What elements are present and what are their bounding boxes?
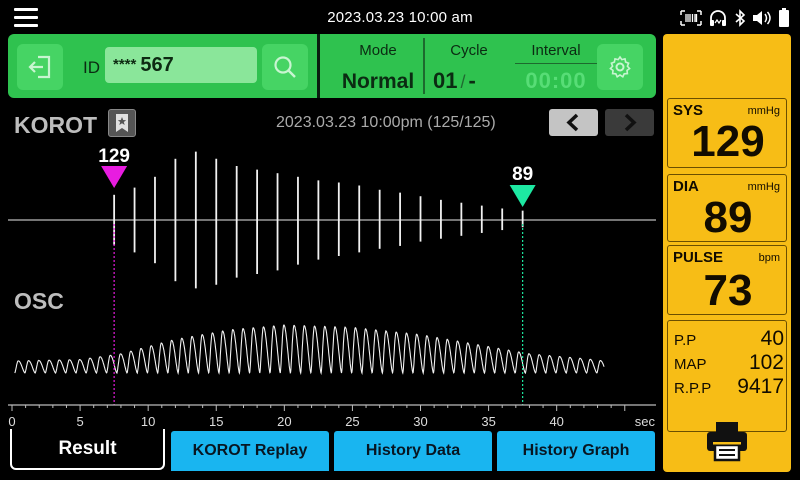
volume-icon: [753, 11, 771, 25]
toolbar: ID **** 567 Mode Normal Cycle 01/- Inter…: [8, 34, 656, 98]
osc-waveform: [14, 324, 605, 376]
id-value: 567: [140, 53, 174, 76]
datetime: 2023.03.23 10:00 am: [327, 9, 473, 26]
bluetooth-icon: [735, 9, 746, 27]
pulse-label: PULSE: [673, 249, 724, 266]
printer-icon: [707, 422, 747, 462]
status-bar: 2023.03.23 10:00 am: [0, 0, 800, 34]
rpp-value: 9417: [737, 375, 784, 398]
map-value: 102: [748, 351, 784, 374]
pp-value: 40: [760, 327, 784, 350]
id-field[interactable]: **** 567: [105, 47, 257, 83]
waveform-chart: 129 89 0 5 10 15 20 25 30 35 40 sec: [8, 146, 656, 429]
sys-value: 129: [691, 117, 765, 166]
chevron-left-icon: [566, 113, 579, 132]
pp-label: P.P: [674, 332, 697, 349]
sys-label: SYS: [673, 102, 704, 119]
search-icon: [274, 56, 296, 78]
headphone-icon: [710, 10, 726, 26]
map-row: MAP 102: [674, 351, 784, 375]
rpp-row: R.P.P 9417: [674, 375, 784, 399]
osc-title: OSC: [14, 288, 64, 314]
prev-record-button[interactable]: [549, 109, 598, 136]
sys-unit: mmHg: [747, 105, 780, 117]
menu-icon[interactable]: [14, 8, 38, 28]
sys-marker-triangle: [101, 166, 128, 188]
pp-row: P.P 40: [674, 327, 784, 351]
chevron-right-icon: [624, 113, 637, 132]
mode-value[interactable]: Normal: [341, 70, 415, 93]
exit-button[interactable]: [17, 44, 63, 90]
axis-tick-label: 25: [345, 414, 359, 429]
time-axis-ticks: 0 5 10 15 20 25 30 35 40: [8, 405, 626, 429]
derived-values: P.P 40 MAP 102 R.P.P 9417: [667, 320, 787, 432]
exit-icon: [28, 55, 51, 79]
interval-value[interactable]: 00:00: [525, 68, 587, 93]
sys-result: SYS mmHg 129: [667, 98, 787, 168]
axis-tick-label: 35: [481, 414, 495, 429]
dia-value: 89: [703, 193, 753, 242]
axis-tick-label: 20: [277, 414, 291, 429]
record-info: 2023.03.23 10:00pm (125/125): [276, 114, 496, 131]
tab-history-graph[interactable]: History Graph: [497, 431, 655, 471]
barcode-icon: [680, 10, 702, 26]
dia-result: DIA mmHg 89: [667, 174, 787, 242]
next-record-button[interactable]: [605, 109, 654, 136]
time-axis-unit: sec: [635, 414, 656, 429]
interval-label: Interval: [531, 42, 581, 59]
axis-tick-label: 10: [141, 414, 155, 429]
bookmark-star-icon: [116, 114, 128, 132]
map-label: MAP: [674, 356, 707, 373]
sys-marker-label: 129: [98, 146, 130, 167]
pulse-result: PULSE bpm 73: [667, 245, 787, 315]
axis-tick-label: 40: [549, 414, 563, 429]
bookmark-button[interactable]: [108, 109, 136, 137]
tab-history-data[interactable]: History Data: [334, 431, 492, 471]
gear-icon: [609, 55, 631, 78]
settings-button[interactable]: [597, 44, 643, 90]
axis-tick-label: 30: [413, 414, 427, 429]
mode-label: Mode: [359, 42, 397, 59]
battery-icon: [779, 8, 789, 27]
status-icons: [680, 8, 790, 28]
dia-marker-triangle: [509, 185, 536, 207]
cycle-total: -: [468, 68, 476, 93]
tab-korot-replay[interactable]: KOROT Replay: [171, 431, 329, 471]
axis-tick-label: 5: [76, 414, 83, 429]
axis-tick-label: 0: [8, 414, 15, 429]
axis-tick-label: 15: [209, 414, 223, 429]
interval-underline: [515, 63, 597, 64]
cycle-separator: /: [460, 72, 466, 92]
tab-result[interactable]: Result: [10, 429, 165, 470]
dia-label: DIA: [673, 178, 699, 195]
results-panel: SYS mmHg 129 DIA mmHg 89 PULSE bpm 73 P.…: [663, 34, 791, 472]
cycle-value[interactable]: 01/-: [433, 68, 476, 94]
toolbar-divider: [317, 34, 320, 98]
id-mask: ****: [113, 55, 137, 73]
toolbar-divider: [423, 38, 425, 94]
pulse-unit: bpm: [758, 252, 780, 264]
dia-marker-label: 89: [512, 164, 533, 185]
pulse-value: 73: [703, 266, 753, 315]
korot-spikes: [113, 151, 524, 289]
search-button[interactable]: [262, 44, 308, 90]
dia-unit: mmHg: [747, 181, 780, 193]
cycle-label: Cycle: [450, 42, 488, 59]
cycle-current: 01: [433, 68, 458, 93]
rpp-label: R.P.P: [674, 380, 712, 397]
print-button[interactable]: [703, 416, 751, 464]
id-label: ID: [83, 58, 100, 77]
korot-title: KOROT: [14, 112, 98, 138]
